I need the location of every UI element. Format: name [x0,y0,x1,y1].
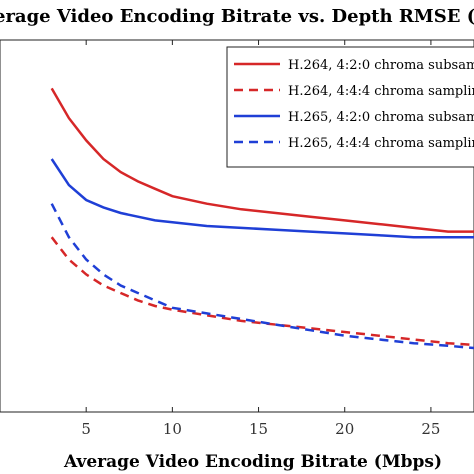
legend-label-3: H.265, 4:2:0 chroma subsampling [288,110,474,125]
series-line-1 [50,87,474,233]
chart-title-text: erage Video Encoding Bitrate vs. Depth R… [0,6,474,27]
x-tick-label: 25 [421,420,440,438]
series-layer [50,87,474,350]
x-tick-label: 20 [335,420,354,438]
legend-label-4: H.265, 4:4:4 chroma sampling [288,136,474,151]
legend: H.264, 4:2:0 chroma subsampling H.264, 4:… [226,46,474,168]
x-axis-label: Average Video Encoding Bitrate (Mbps) [63,452,442,472]
x-axis-ticks: 5 10 15 20 25 [81,40,440,438]
legend-box [226,46,474,168]
series-line-3 [50,158,474,239]
legend-label-1: H.264, 4:2:0 chroma subsampling [288,58,474,73]
series-line-4 [50,203,474,350]
legend-label-2: H.264, 4:4:4 chroma sampling [288,84,474,99]
x-tick-label: 5 [81,420,91,438]
x-tick-label: 15 [249,420,268,438]
chart-title: erage Video Encoding Bitrate vs. Depth R… [0,6,474,30]
series-line-2 [50,236,474,347]
x-tick-label: 10 [163,420,182,438]
